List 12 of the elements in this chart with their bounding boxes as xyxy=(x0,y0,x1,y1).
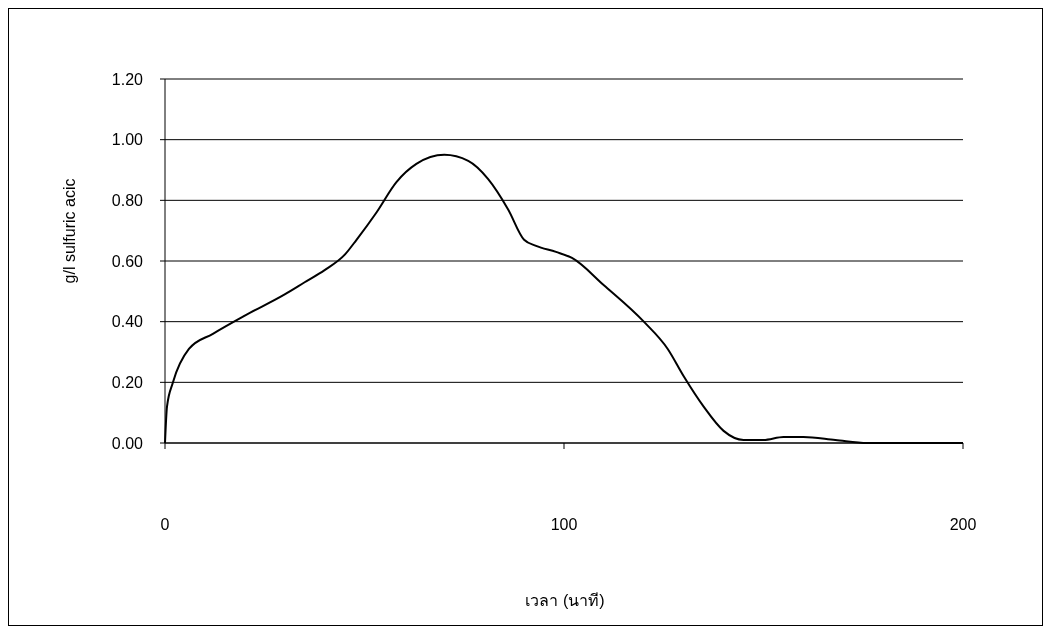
y-tick-label: 0.40 xyxy=(111,313,144,331)
x-axis-title: เวลา (นาที) xyxy=(525,592,605,609)
y-tick-label: 0.60 xyxy=(111,252,144,270)
y-tick-label: 1.20 xyxy=(111,70,144,88)
y-tick-label: 0.80 xyxy=(111,191,144,209)
y-axis-title: g/l sulfuric acic xyxy=(61,178,78,284)
y-tick-label: 0.20 xyxy=(111,373,144,391)
x-tick-label: 200 xyxy=(949,516,977,533)
x-tick-label: 100 xyxy=(550,516,578,533)
x-tick-label: 0 xyxy=(160,516,170,533)
y-tick-label: 1.00 xyxy=(111,131,144,149)
y-tick-label: 0.00 xyxy=(111,434,144,452)
